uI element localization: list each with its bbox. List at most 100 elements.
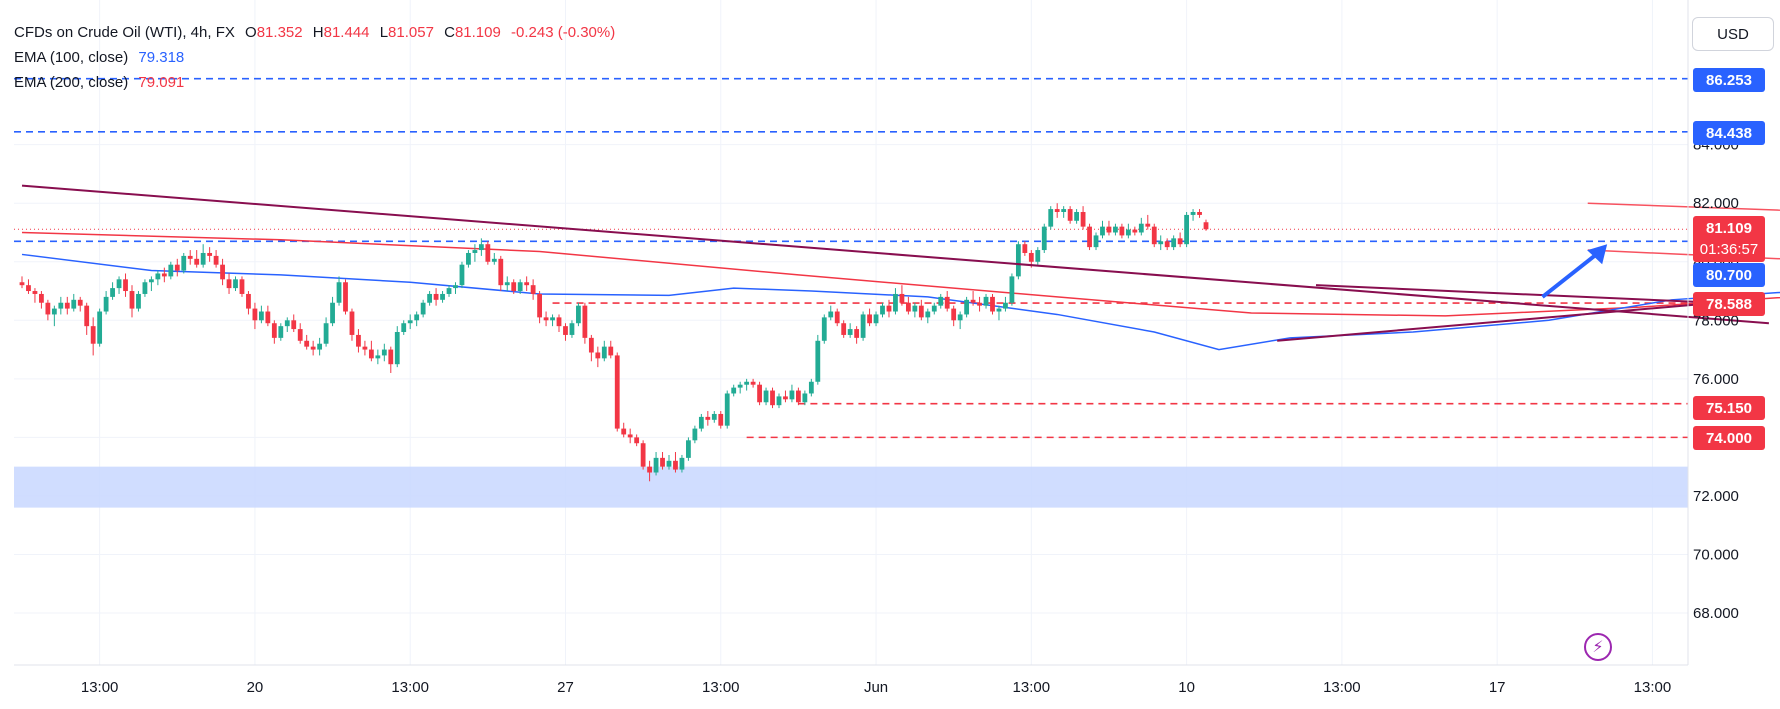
candle-body — [841, 323, 847, 335]
candle-body — [1009, 276, 1015, 303]
candle-body — [1048, 209, 1054, 227]
arrow-shaft — [1541, 250, 1601, 299]
candle — [90, 317, 96, 356]
candle — [983, 293, 989, 309]
price-tick-label: 72.000 — [1693, 488, 1739, 505]
candle-body — [84, 305, 90, 327]
candle — [407, 314, 413, 330]
candle — [1093, 232, 1099, 251]
last-price-label: 81.109 01:36:57 — [1693, 216, 1765, 262]
candle — [576, 302, 581, 327]
candle-body — [1080, 212, 1086, 227]
candle — [1184, 212, 1189, 248]
candle — [1164, 238, 1170, 251]
candle — [841, 320, 847, 338]
candle-body — [472, 250, 478, 253]
candle-body — [149, 279, 154, 283]
time-tick-label: 13:00 — [1634, 679, 1672, 696]
candle-body — [1164, 241, 1170, 248]
candle — [336, 276, 342, 306]
candle — [731, 384, 737, 397]
candle — [627, 428, 633, 444]
candle-body — [1190, 212, 1196, 215]
candle — [1177, 232, 1183, 248]
candle-body — [854, 329, 860, 338]
candle — [427, 291, 433, 306]
candle — [1119, 223, 1125, 239]
candle-body — [614, 355, 620, 429]
candle — [705, 411, 711, 426]
candle-body — [258, 311, 264, 321]
candle — [990, 293, 995, 315]
candle — [692, 425, 698, 444]
candle-body — [155, 273, 161, 280]
candle — [116, 276, 122, 294]
candle — [304, 334, 310, 350]
candle — [136, 291, 141, 312]
bar-countdown: 01:36:57 — [1699, 241, 1759, 258]
candle-body — [466, 252, 471, 265]
candle — [1151, 223, 1157, 248]
candle — [718, 411, 724, 429]
candle — [860, 311, 866, 341]
candle-body — [381, 349, 387, 356]
currency-button[interactable]: USD — [1692, 17, 1774, 51]
legend-ema200-row[interactable]: EMA (200, close) 79.091 — [14, 70, 615, 95]
candle-body — [375, 355, 381, 359]
candle-body — [310, 346, 316, 350]
candle — [1158, 235, 1164, 251]
candle — [1061, 206, 1067, 218]
candle-body — [1125, 229, 1131, 236]
candle-body — [834, 311, 840, 324]
candle-body — [90, 326, 96, 344]
candle — [737, 381, 743, 394]
candle — [433, 288, 439, 306]
candle-body — [550, 317, 555, 321]
open-value: 81.352 — [256, 24, 303, 41]
candle — [1106, 220, 1112, 236]
candle — [1003, 296, 1008, 312]
candle — [323, 317, 329, 347]
candle-body — [634, 437, 640, 444]
candle-body — [1106, 226, 1112, 233]
candle-body — [724, 393, 730, 426]
candle-body — [737, 384, 743, 388]
candle-body — [304, 340, 310, 347]
price-axis: 68.00070.00072.00074.00076.00078.00080.0… — [1693, 137, 1739, 622]
candle — [537, 291, 542, 324]
candle-body — [317, 343, 323, 350]
candle-body — [918, 305, 924, 318]
candle — [569, 320, 575, 338]
candle-body — [517, 282, 523, 292]
candle — [110, 282, 115, 300]
price-tick-label: 70.000 — [1693, 546, 1739, 563]
candle-body — [705, 416, 711, 420]
price-label-84438: 84.438 — [1693, 121, 1765, 145]
candle — [284, 317, 290, 333]
low-value: 81.057 — [388, 24, 434, 41]
candle-body — [187, 255, 193, 259]
time-tick-label: 13:00 — [391, 679, 429, 696]
candle — [84, 302, 90, 335]
candle-body — [446, 288, 452, 294]
candle — [149, 276, 154, 292]
candle — [161, 267, 167, 283]
candle-body — [660, 457, 665, 467]
candle-body — [951, 308, 957, 321]
candle — [343, 279, 348, 315]
candle — [174, 258, 180, 277]
candle — [867, 308, 872, 327]
ema200-value: 79.091 — [138, 74, 185, 91]
open-label: O — [245, 24, 257, 41]
candle — [886, 299, 892, 318]
candle — [97, 308, 103, 347]
candle-body — [556, 317, 562, 327]
candle-body — [440, 293, 445, 300]
candle-body — [142, 282, 148, 294]
lightning-icon[interactable]: ⚡ — [1584, 633, 1612, 661]
price-tick-label: 68.000 — [1693, 605, 1739, 622]
legend-ema100-row[interactable]: EMA (100, close) 79.318 — [14, 45, 615, 70]
candle-body — [808, 381, 814, 394]
candle — [944, 291, 950, 312]
